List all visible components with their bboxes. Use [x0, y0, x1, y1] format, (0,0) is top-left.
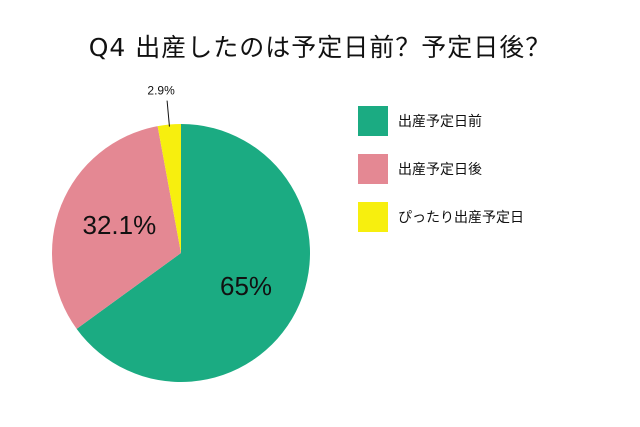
legend-swatch-before — [358, 106, 388, 136]
legend-item-exact: ぴったり出産予定日 — [358, 202, 524, 232]
chart-title: Q4 出産したのは予定日前？予定日後？ — [88, 33, 552, 62]
slice-exact — [157, 124, 181, 253]
legend-swatch-exact — [358, 202, 388, 232]
legend-label-before: 出産予定日前 — [398, 114, 482, 130]
label-before: 65% — [220, 271, 272, 301]
slice-after — [52, 126, 181, 329]
label-after: 32.1% — [82, 210, 156, 240]
legend-label-after: 出産予定日後 — [398, 162, 482, 178]
legend: 出産予定日前 出産予定日後 ぴったり出産予定日 — [358, 106, 524, 250]
legend-item-before: 出産予定日前 — [358, 106, 524, 136]
legend-swatch-after — [358, 154, 388, 184]
label-exact: 2.9% — [147, 84, 175, 98]
slice-before — [76, 124, 310, 383]
legend-item-after: 出産予定日後 — [358, 154, 524, 184]
legend-label-exact: ぴったり出産予定日 — [398, 210, 524, 226]
leader-line-exact — [166, 100, 170, 127]
